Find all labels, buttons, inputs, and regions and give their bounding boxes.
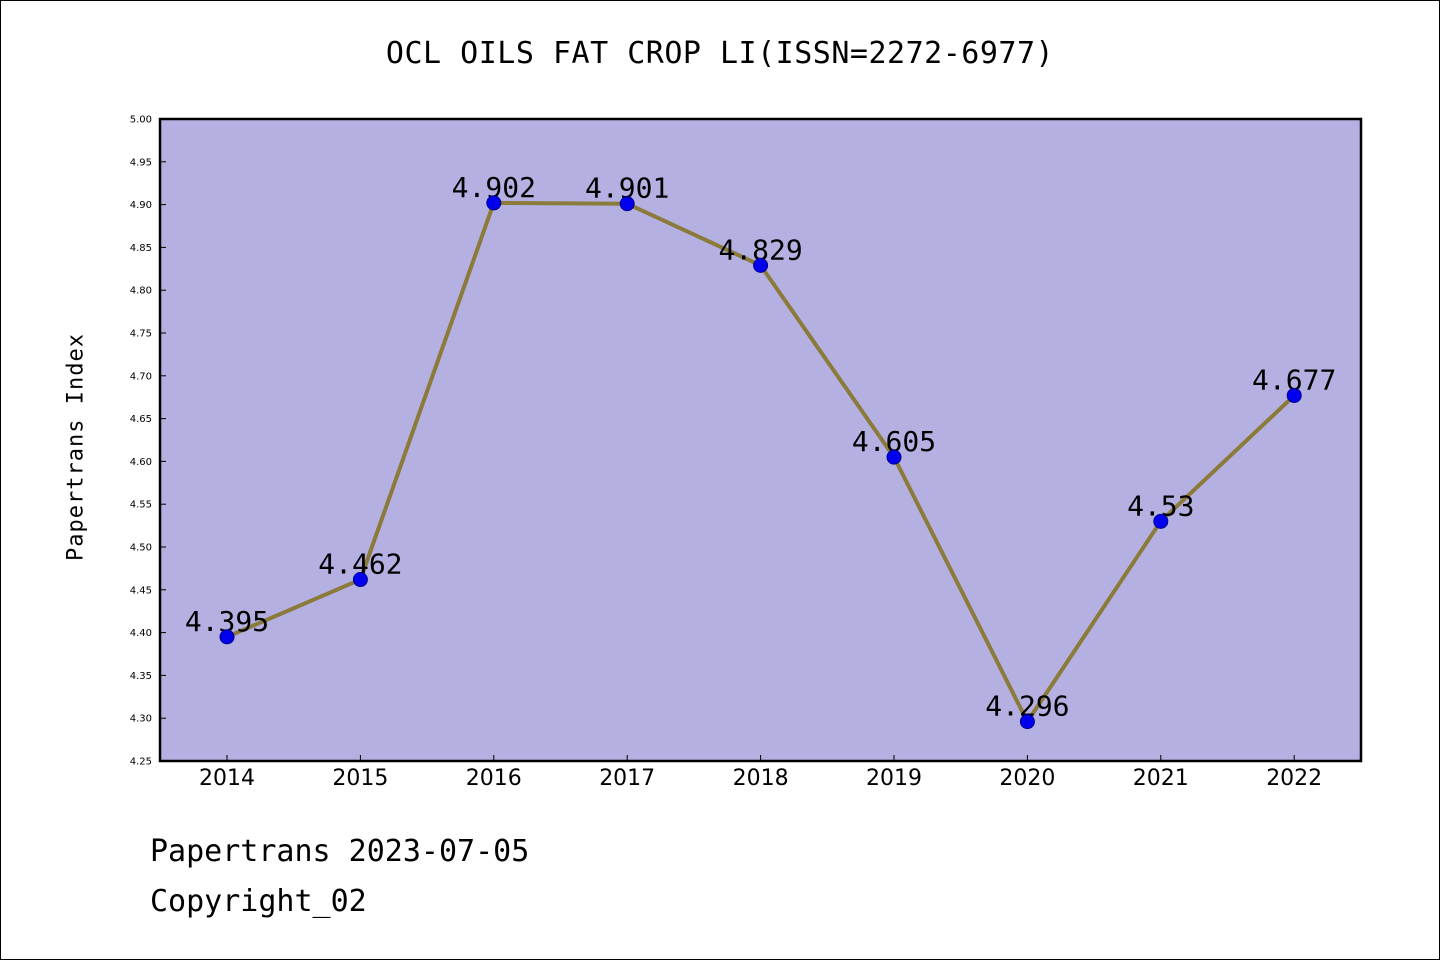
y-tick-label: 4.35 [130, 671, 152, 682]
x-tick-label: 2020 [999, 766, 1055, 791]
data-point [619, 196, 635, 212]
y-tick-label: 4.55 [130, 500, 152, 511]
footer-copyright: Copyright_02 [150, 884, 367, 919]
x-tick-label: 2015 [332, 766, 388, 791]
footer-date: Papertrans 2023-07-05 [150, 834, 530, 869]
data-point [1286, 387, 1302, 403]
x-tick-label: 2016 [466, 766, 522, 791]
data-point [219, 629, 235, 645]
data-point [886, 449, 902, 465]
x-tick-label: 2018 [733, 766, 789, 791]
y-tick-label: 5.00 [130, 115, 152, 126]
y-tick-label: 4.85 [130, 243, 152, 254]
x-tick-label: 2014 [199, 766, 255, 791]
x-tick-label: 2019 [866, 766, 922, 791]
chart-title: OCL OILS FAT CROP LI(ISSN=2272-6977) [385, 36, 1055, 71]
y-tick-label: 4.95 [130, 157, 152, 168]
y-tick-label: 4.70 [130, 371, 152, 382]
y-tick-label: 4.45 [130, 585, 152, 596]
y-tick-label: 4.50 [130, 543, 152, 554]
y-tick-label: 4.30 [130, 714, 152, 725]
data-point [753, 257, 769, 273]
data-point [1019, 714, 1035, 730]
y-tick-label: 4.25 [130, 757, 152, 768]
data-point [1153, 513, 1169, 529]
y-tick-label: 4.75 [130, 329, 152, 340]
y-tick-label: 4.40 [130, 628, 152, 639]
data-point [486, 195, 502, 211]
y-tick-label: 4.90 [130, 200, 152, 211]
x-tick-label: 2021 [1133, 766, 1189, 791]
x-tick-label: 2022 [1266, 766, 1322, 791]
plot-area [160, 119, 1361, 761]
y-tick-label: 4.65 [130, 414, 152, 425]
x-tick-label: 2017 [599, 766, 655, 791]
y-tick-label: 4.60 [130, 457, 152, 468]
y-tick-label: 4.80 [130, 286, 152, 297]
plot-frame [158, 117, 1363, 763]
data-point [352, 572, 368, 588]
